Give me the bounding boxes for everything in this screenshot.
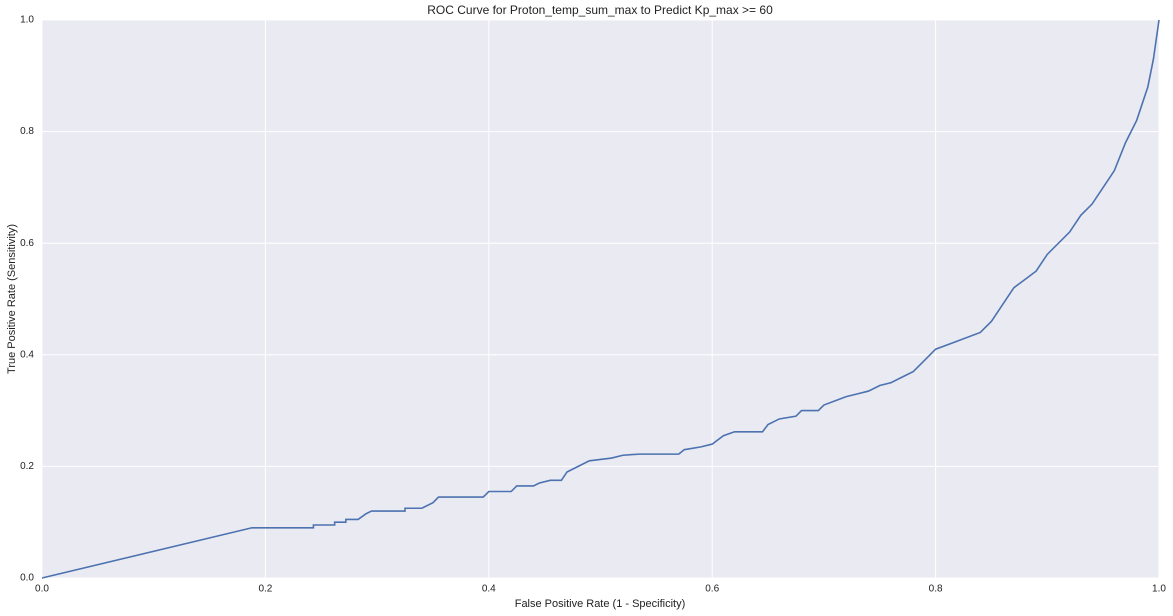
x-axis-label: False Positive Rate (1 - Specificity): [515, 598, 686, 610]
y-tick-label: 0.0: [20, 573, 34, 584]
y-tick-label: 0.4: [20, 349, 34, 360]
y-tick-label: 0.6: [20, 238, 34, 249]
y-tick-label: 1.0: [20, 15, 34, 26]
x-tick-label: 0.2: [258, 584, 272, 595]
x-tick-label: 0.8: [929, 584, 943, 595]
x-tick-label: 0.6: [705, 584, 719, 595]
y-tick-label: 0.2: [20, 461, 34, 472]
plot-area: [42, 20, 1159, 578]
chart-title: ROC Curve for Proton_temp_sum_max to Pre…: [427, 3, 773, 17]
x-tick-label: 0.4: [482, 584, 496, 595]
x-tick-label: 1.0: [1152, 584, 1166, 595]
roc-line: [41, 19, 1160, 579]
y-tick-label: 0.8: [20, 126, 34, 137]
y-axis-label: True Positive Rate (Sensitivity): [6, 224, 18, 374]
x-tick-label: 0.0: [35, 584, 49, 595]
